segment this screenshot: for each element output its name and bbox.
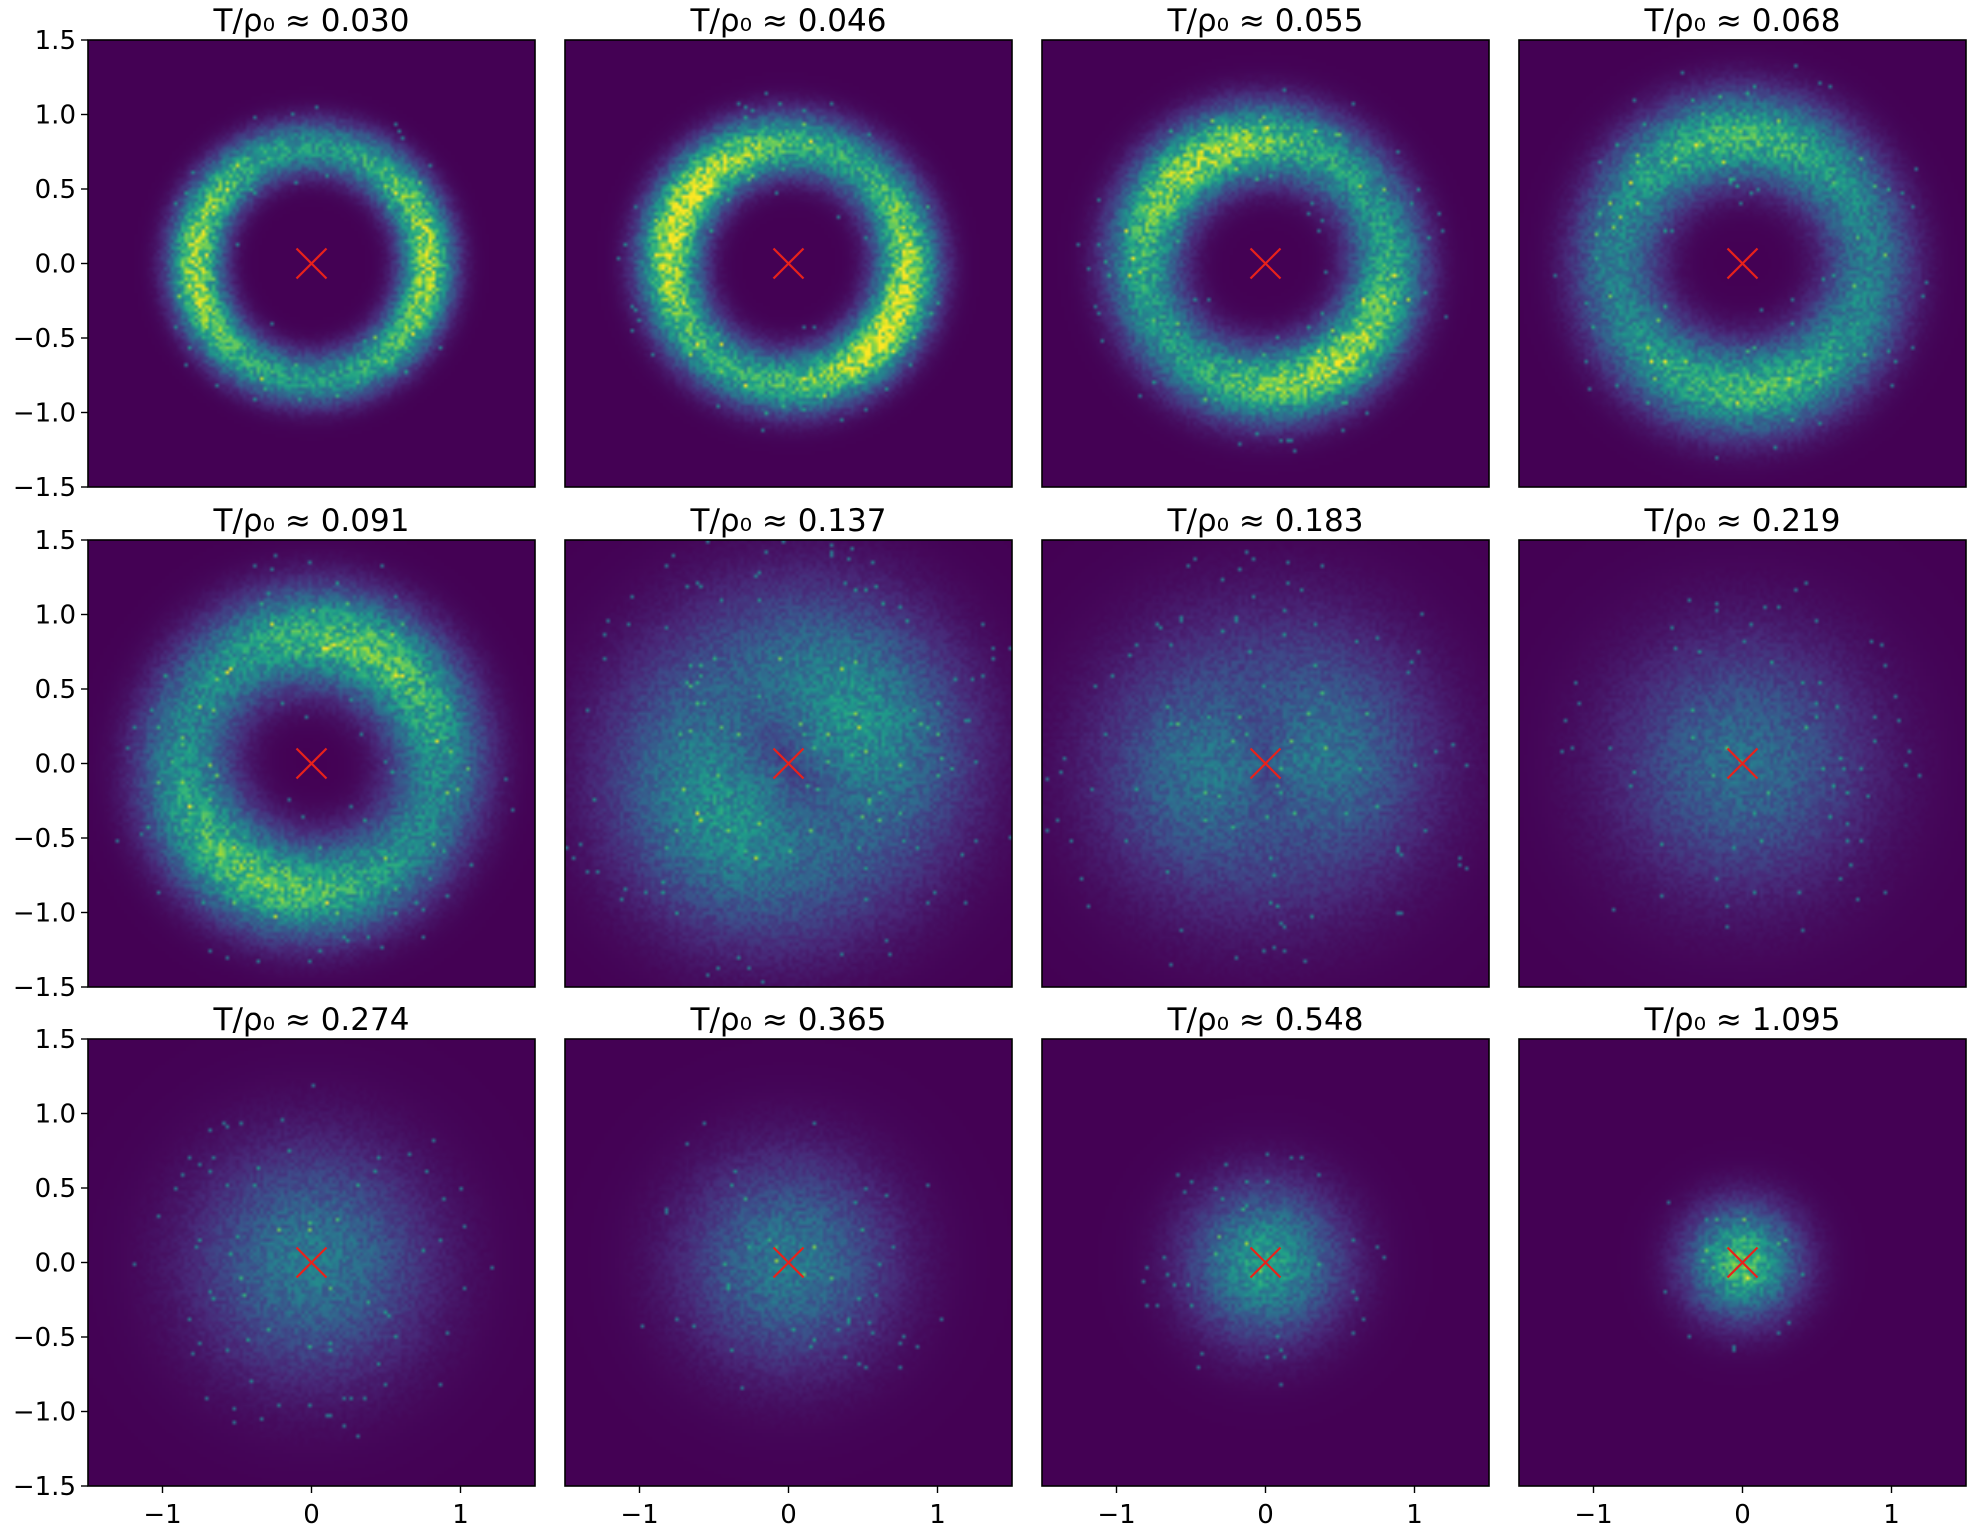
- axes-frame: [1518, 539, 1967, 988]
- y-tick-label: 1.0: [35, 1100, 76, 1130]
- y-tick-label: −1.0: [13, 899, 76, 929]
- panel-11: T/ρ₀ ≈ 0.548 −1 0 1: [1041, 1002, 1490, 1525]
- panel-12: T/ρ₀ ≈ 1.095 −1 0 1: [1518, 1002, 1967, 1525]
- x-tick-label: −1: [1097, 1500, 1135, 1525]
- origin-marker: [295, 747, 328, 780]
- panel-9: T/ρ₀ ≈ 0.274 1.5 1.0 0.5 0.0 −0.5 −1.0 −1.5 −1 0 1: [13, 1002, 536, 1525]
- y-tick-label: 0.5: [35, 175, 76, 205]
- x-tick-label: −1: [620, 1500, 658, 1525]
- origin-marker: [1726, 747, 1759, 780]
- x-tick-label: 1: [452, 1500, 469, 1525]
- panel-title: T/ρ₀ ≈ 0.365: [690, 1002, 887, 1038]
- y-tick-label: −1.0: [13, 1398, 76, 1428]
- origin-marker: [772, 247, 805, 280]
- y-tick-label: 1.5: [35, 26, 76, 56]
- origin-marker: [772, 1246, 805, 1279]
- y-tick-label: 0.5: [35, 675, 76, 705]
- origin-marker: [1726, 247, 1759, 280]
- panel-5: T/ρ₀ ≈ 0.091 1.5 1.0 0.5 0.0 −0.5 −1.0 −1.5: [13, 503, 536, 1003]
- panel-4: T/ρ₀ ≈ 0.068: [1518, 3, 1967, 488]
- y-tick-label: 1.0: [35, 601, 76, 631]
- origin-marker: [295, 1246, 328, 1279]
- y-tick-label: 0.0: [35, 750, 76, 780]
- axes-frame: [1041, 39, 1490, 488]
- y-tick-label: 0.0: [35, 1249, 76, 1279]
- origin-marker: [1249, 747, 1282, 780]
- panel-title: T/ρ₀ ≈ 0.091: [213, 503, 410, 539]
- origin-marker: [1249, 247, 1282, 280]
- panel-2: T/ρ₀ ≈ 0.046: [564, 3, 1013, 488]
- panel-title: T/ρ₀ ≈ 0.183: [1167, 503, 1364, 539]
- y-tick-label: −0.5: [13, 324, 76, 354]
- panel-8: T/ρ₀ ≈ 0.219: [1518, 503, 1967, 988]
- y-tick-label: −1.5: [13, 973, 76, 1003]
- panel-1: T/ρ₀ ≈ 0.030 1.5 1.0 0.5 0.0 −0.5 −1.0 −1.5: [13, 3, 536, 503]
- panel-3: T/ρ₀ ≈ 0.055: [1041, 3, 1490, 488]
- panel-title: T/ρ₀ ≈ 0.274: [213, 1002, 410, 1038]
- panel-title: T/ρ₀ ≈ 0.219: [1644, 503, 1841, 539]
- panel-title: T/ρ₀ ≈ 1.095: [1644, 1002, 1841, 1038]
- origin-marker: [1249, 1246, 1282, 1279]
- y-tick-label: −1.0: [13, 399, 76, 429]
- x-tick-label: 0: [780, 1500, 797, 1525]
- x-tick-label: −1: [143, 1500, 181, 1525]
- x-tick-label: −1: [1574, 1500, 1612, 1525]
- x-tick-label: 0: [303, 1500, 320, 1525]
- panel-title: T/ρ₀ ≈ 0.548: [1167, 1002, 1364, 1038]
- x-tick-label: 0: [1734, 1500, 1751, 1525]
- x-tick-label: 1: [1883, 1500, 1900, 1525]
- x-tick-label: 1: [1406, 1500, 1423, 1525]
- panel-10: T/ρ₀ ≈ 0.365 −1 0 1: [564, 1002, 1013, 1525]
- y-tick-label: −1.5: [13, 1472, 76, 1502]
- y-tick-label: −1.5: [13, 473, 76, 503]
- y-tick-label: 0.0: [35, 250, 76, 280]
- axes-frame: [564, 539, 1013, 988]
- panel-title: T/ρ₀ ≈ 0.137: [690, 503, 887, 539]
- origin-marker: [295, 247, 328, 280]
- axes-frame: [564, 39, 1013, 488]
- axes-frame: [1041, 539, 1490, 988]
- y-tick-label: 1.5: [35, 526, 76, 556]
- panel-title: T/ρ₀ ≈ 0.030: [213, 3, 410, 39]
- panel-7: T/ρ₀ ≈ 0.183: [1041, 503, 1490, 988]
- panel-title: T/ρ₀ ≈ 0.046: [690, 3, 887, 39]
- x-tick-label: 0: [1257, 1500, 1274, 1525]
- y-tick-label: −0.5: [13, 1323, 76, 1353]
- axes-frame: [1518, 39, 1967, 488]
- y-tick-label: −0.5: [13, 824, 76, 854]
- origin-marker: [772, 747, 805, 780]
- panel-title: T/ρ₀ ≈ 0.055: [1167, 3, 1364, 39]
- y-tick-label: 1.5: [35, 1025, 76, 1055]
- y-tick-label: 1.0: [35, 101, 76, 131]
- origin-marker: [1726, 1246, 1759, 1279]
- panel-title: T/ρ₀ ≈ 0.068: [1644, 3, 1841, 39]
- y-tick-label: 0.5: [35, 1174, 76, 1204]
- x-tick-label: 1: [929, 1500, 946, 1525]
- panel-6: T/ρ₀ ≈ 0.137: [564, 503, 1013, 988]
